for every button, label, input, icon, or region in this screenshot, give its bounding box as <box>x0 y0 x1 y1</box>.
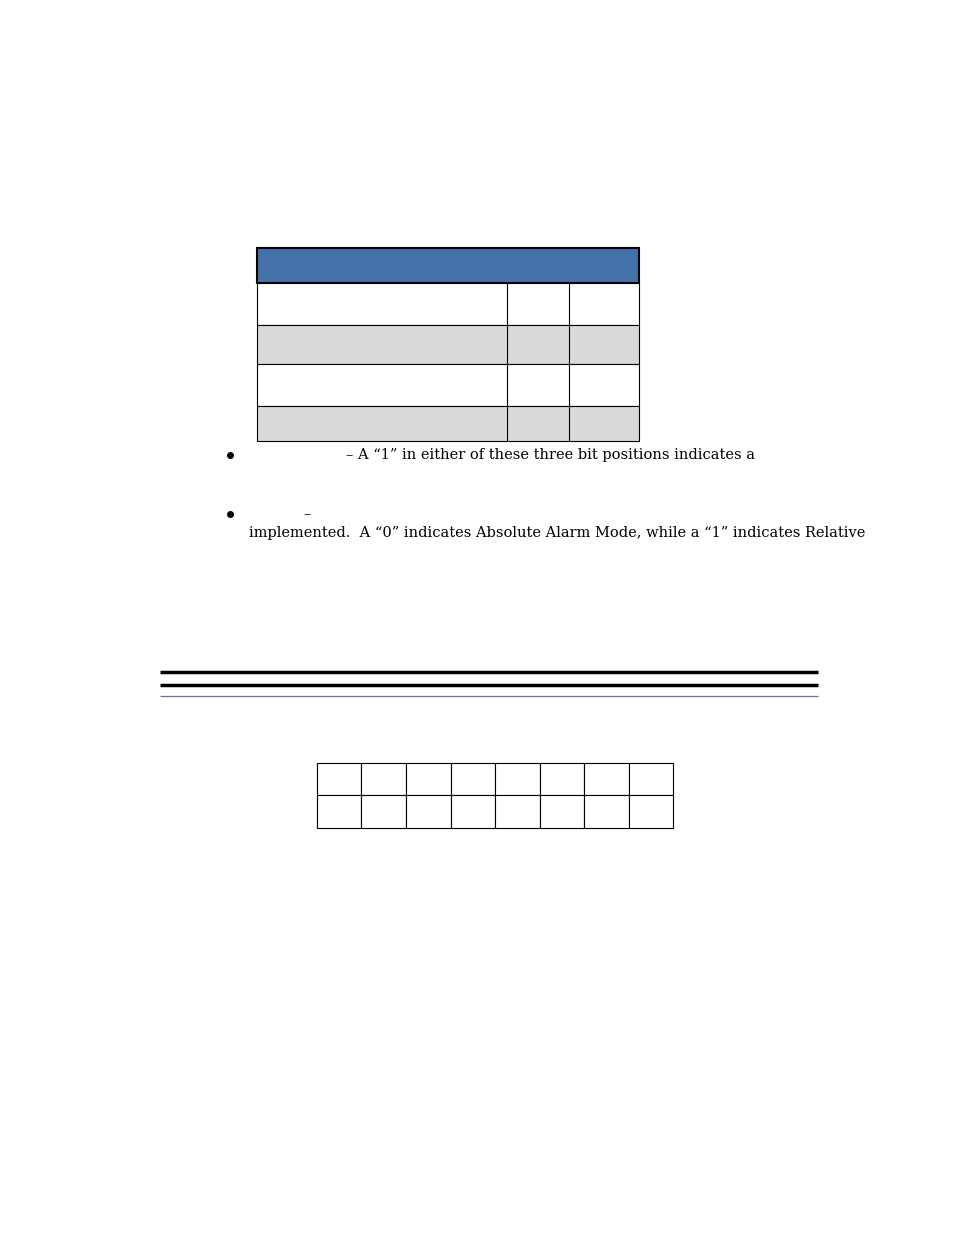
Bar <box>450 763 495 795</box>
Bar <box>361 763 406 795</box>
Bar <box>316 795 361 829</box>
Bar <box>257 325 638 364</box>
Bar <box>257 364 638 406</box>
Bar <box>583 795 628 829</box>
Text: –: – <box>303 506 310 521</box>
Bar <box>257 248 638 283</box>
Bar <box>539 795 583 829</box>
Bar <box>257 283 638 325</box>
Bar <box>495 795 539 829</box>
Bar <box>450 795 495 829</box>
Bar <box>628 763 673 795</box>
Bar <box>628 795 673 829</box>
Bar <box>583 763 628 795</box>
Bar <box>406 763 450 795</box>
Text: – A “1” in either of these three bit positions indicates a: – A “1” in either of these three bit pos… <box>346 447 755 462</box>
Bar <box>495 763 539 795</box>
Text: implemented.  A “0” indicates Absolute Alarm Mode, while a “1” indicates Relativ: implemented. A “0” indicates Absolute Al… <box>249 526 864 540</box>
Bar <box>316 763 361 795</box>
Bar <box>257 406 638 441</box>
Bar <box>539 763 583 795</box>
Bar <box>406 795 450 829</box>
Bar <box>361 795 406 829</box>
